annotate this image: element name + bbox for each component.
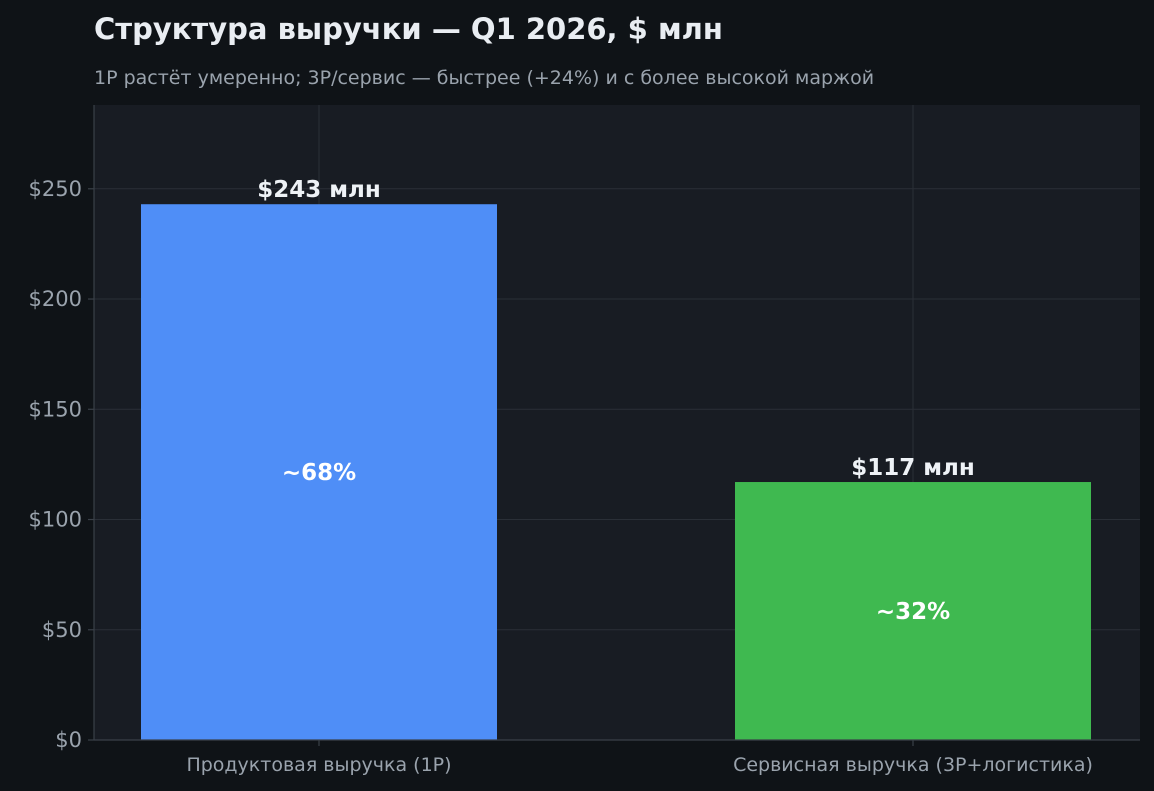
y-tick-label: $50 [42,618,82,642]
bar-share-label: ~68% [282,460,356,486]
y-tick-label: $250 [29,177,82,201]
bar-1 [141,204,497,740]
x-tick-label: Сервисная выручка (3P+логистика) [733,754,1093,776]
y-tick-label: $100 [29,508,82,532]
x-tick-label: Продуктовая выручка (1P) [186,754,451,776]
bar-value-label: $117 млн [851,455,975,481]
axes: $0 $50 $100 $150 $200 $250 Продуктовая выручка… [29,105,1140,776]
labels: $243 млн ~68% $117 млн ~32% [257,177,975,625]
bars [141,204,1091,740]
chart-title: Структура выручки — Q1 2026, $ млн [94,12,723,46]
y-tick-label: $0 [55,728,82,752]
y-tick-label: $200 [29,287,82,311]
chart-subtitle: 1P растёт умеренно; 3P/сервис — быстрее … [94,67,874,89]
bar-value-label: $243 млн [257,177,381,203]
bar-2 [735,482,1091,740]
y-tick-label: $150 [29,397,82,421]
bar-share-label: ~32% [876,599,950,625]
